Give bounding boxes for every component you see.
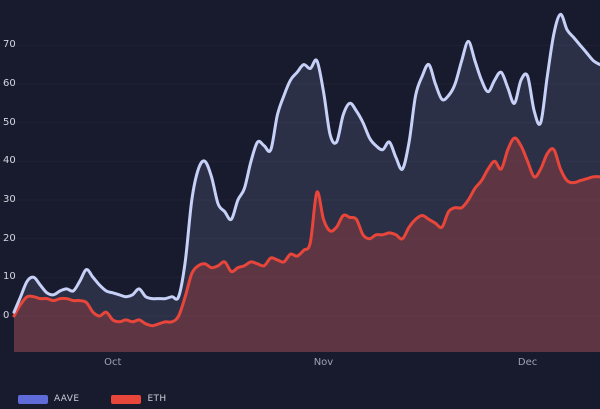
legend-label-eth: ETH	[147, 394, 167, 404]
x-axis-label: Nov	[313, 357, 334, 368]
eth-swatch-icon	[111, 394, 142, 404]
aave-area	[14, 14, 600, 352]
chart-legend: AAVE ETH	[18, 394, 167, 404]
x-axis: Oct Nov Dec	[0, 357, 600, 373]
line-chart[interactable]	[0, 0, 600, 352]
aave-swatch-icon	[18, 394, 48, 404]
eth-line	[12, 136, 600, 328]
chart-plot-area[interactable]: 0 10 20 30 40 50 60 70	[0, 0, 600, 352]
x-axis-label: Oct	[104, 357, 122, 368]
legend-item-aave[interactable]: AAVE	[18, 394, 79, 404]
aave-line	[12, 12, 600, 314]
legend-label-aave: AAVE	[54, 394, 80, 404]
legend-item-eth[interactable]: ETH	[111, 394, 166, 404]
x-axis-label: Dec	[517, 357, 538, 368]
eth-area	[14, 138, 600, 352]
